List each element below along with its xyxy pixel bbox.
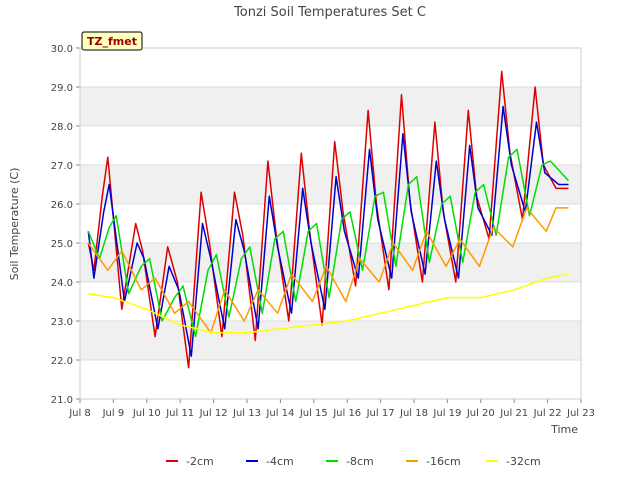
- y-tick-label: 24.0: [51, 278, 73, 289]
- y-axis-ticks: 21.0 22.0 23.0 24.0 25.0 26.0 27.0 28.0 29.0 30.0: [51, 44, 80, 406]
- legend-item: -8cm: [326, 455, 374, 468]
- legend-item: -4cm: [246, 455, 294, 468]
- legend-label: -2cm: [186, 455, 214, 468]
- y-tick-label: 21.0: [51, 395, 73, 406]
- x-tick-label: Jul 8: [68, 408, 91, 419]
- legend-item: -32cm: [486, 455, 541, 468]
- legend-label: -32cm: [506, 455, 541, 468]
- x-tick-label: Jul 16: [332, 408, 361, 419]
- x-tick-label: Jul 14: [265, 408, 294, 419]
- y-tick-label: 27.0: [51, 161, 73, 172]
- series-line-4cmcm: [87, 105, 569, 357]
- x-axis-ticks: Jul 8 Jul 9 Jul 10 Jul 11 Jul 12 Jul 13 Jul 14…: [68, 399, 595, 419]
- x-tick-label: Jul 22: [533, 408, 562, 419]
- x-tick-label: Jul 9: [102, 408, 125, 419]
- y-tick-label: 22.0: [51, 356, 73, 367]
- legend: -2cm -4cm -8cm -16cm -32cm: [166, 455, 541, 468]
- x-tick-label: Jul 23: [566, 408, 595, 419]
- y-tick-label: 26.0: [51, 200, 73, 211]
- site-label: TZ_fmet: [87, 35, 137, 48]
- legend-label: -8cm: [346, 455, 374, 468]
- chart-title: Tonzi Soil Temperatures Set C: [233, 5, 426, 20]
- x-tick-label: Jul 10: [132, 408, 161, 419]
- series-line-32cmcm: [88, 273, 569, 334]
- plot-frame: [79, 47, 582, 400]
- site-label-box: TZ_fmet: [81, 31, 143, 51]
- x-tick-label: Jul 17: [366, 408, 395, 419]
- x-tick-label: Jul 20: [466, 408, 495, 419]
- series-lines: [87, 70, 570, 369]
- y-tick-label: 28.0: [51, 122, 73, 133]
- grid-band: [80, 321, 581, 360]
- y-tick-label: 30.0: [51, 44, 73, 55]
- legend-item: -2cm: [166, 455, 214, 468]
- legend-label: -16cm: [426, 455, 461, 468]
- site-label-background: [81, 31, 143, 51]
- legend-item: -16cm: [406, 455, 461, 468]
- y-axis-label: Soil Temperature (C): [8, 168, 21, 281]
- x-tick-label: Jul 11: [165, 408, 194, 419]
- legend-label: -4cm: [266, 455, 294, 468]
- x-tick-label: Jul 21: [499, 408, 528, 419]
- x-tick-label: Jul 18: [399, 408, 428, 419]
- y-tick-label: 23.0: [51, 317, 73, 328]
- x-tick-label: Jul 13: [232, 408, 261, 419]
- series-line-16cmcm: [87, 207, 569, 334]
- x-tick-label: Jul 15: [299, 408, 328, 419]
- x-tick-label: Jul 19: [432, 408, 461, 419]
- x-axis-label: Time: [550, 423, 578, 436]
- y-tick-label: 29.0: [51, 83, 73, 94]
- y-tick-label: 25.0: [51, 239, 73, 250]
- grid-bands: [80, 87, 581, 360]
- x-tick-label: Jul 12: [199, 408, 228, 419]
